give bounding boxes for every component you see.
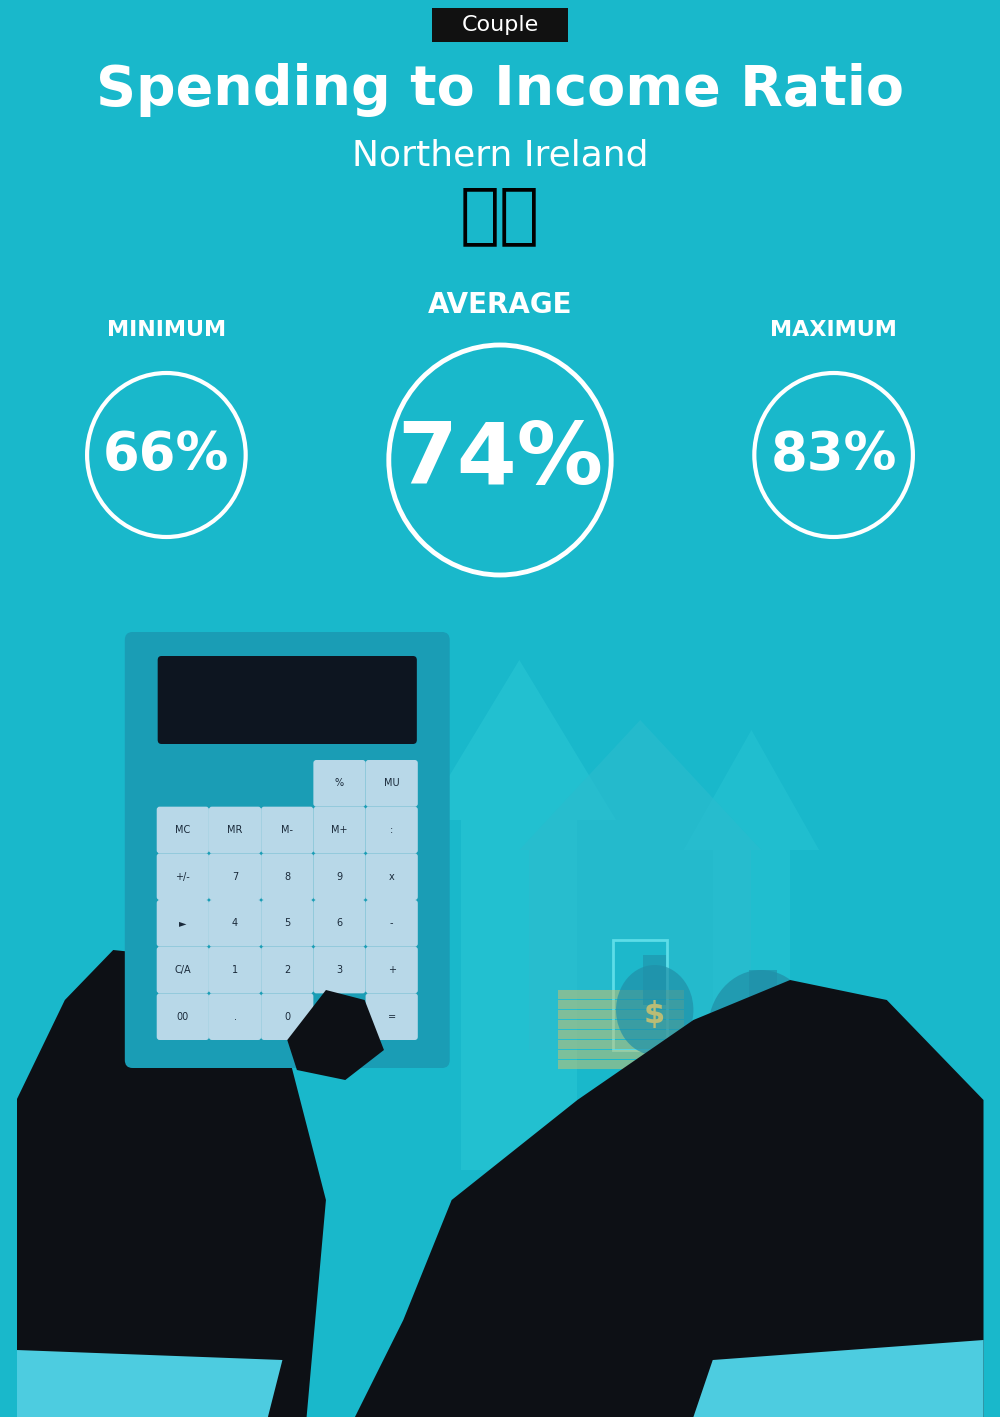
Bar: [558, 1060, 684, 1068]
Bar: [529, 850, 751, 1050]
FancyBboxPatch shape: [157, 993, 209, 1040]
Text: MU: MU: [384, 778, 400, 788]
Text: =: =: [388, 1012, 396, 1022]
Bar: [461, 820, 577, 1170]
Bar: [713, 850, 790, 1119]
FancyBboxPatch shape: [366, 947, 418, 993]
FancyBboxPatch shape: [313, 947, 366, 993]
Bar: [749, 971, 777, 1027]
Text: +: +: [388, 965, 396, 975]
Text: 3: 3: [336, 965, 343, 975]
Bar: [558, 1030, 684, 1039]
Text: +/-: +/-: [175, 871, 190, 881]
Bar: [558, 1010, 684, 1019]
Text: 1: 1: [232, 965, 238, 975]
Polygon shape: [355, 981, 984, 1417]
FancyBboxPatch shape: [366, 900, 418, 947]
Text: 0: 0: [284, 1012, 290, 1022]
Text: AVERAGE: AVERAGE: [428, 290, 572, 319]
Text: Couple: Couple: [461, 16, 539, 35]
Text: 00: 00: [177, 1012, 189, 1022]
Ellipse shape: [708, 971, 814, 1090]
FancyBboxPatch shape: [313, 900, 366, 947]
FancyBboxPatch shape: [432, 9, 568, 43]
Polygon shape: [16, 949, 326, 1417]
Text: 4: 4: [232, 918, 238, 928]
FancyBboxPatch shape: [125, 632, 450, 1068]
Bar: [558, 1000, 684, 1009]
Text: 5: 5: [284, 918, 290, 928]
FancyBboxPatch shape: [313, 760, 366, 806]
FancyBboxPatch shape: [261, 853, 313, 900]
Text: Northern Ireland: Northern Ireland: [352, 137, 648, 171]
Polygon shape: [287, 990, 384, 1080]
Text: MAXIMUM: MAXIMUM: [770, 320, 897, 340]
FancyBboxPatch shape: [209, 993, 261, 1040]
Text: MR: MR: [227, 825, 243, 835]
Text: 83%: 83%: [770, 429, 897, 480]
FancyBboxPatch shape: [366, 760, 418, 806]
Bar: [558, 1050, 684, 1058]
Text: .: .: [234, 1012, 237, 1022]
FancyBboxPatch shape: [313, 806, 366, 853]
Text: 8: 8: [284, 871, 290, 881]
Polygon shape: [684, 730, 819, 850]
FancyBboxPatch shape: [157, 806, 209, 853]
FancyBboxPatch shape: [157, 853, 209, 900]
Text: %: %: [335, 778, 344, 788]
Text: 7: 7: [232, 871, 238, 881]
Polygon shape: [16, 1350, 282, 1417]
Text: $: $: [747, 1015, 776, 1056]
FancyBboxPatch shape: [157, 900, 209, 947]
Text: 6: 6: [336, 918, 343, 928]
Text: MC: MC: [175, 825, 190, 835]
Text: M-: M-: [281, 825, 293, 835]
Bar: [643, 955, 666, 1005]
FancyBboxPatch shape: [313, 853, 366, 900]
Text: 🇬🇧: 🇬🇧: [460, 181, 540, 248]
Polygon shape: [693, 1340, 984, 1417]
Ellipse shape: [616, 965, 693, 1056]
Text: :: :: [390, 825, 393, 835]
FancyBboxPatch shape: [366, 806, 418, 853]
FancyBboxPatch shape: [261, 947, 313, 993]
Text: Spending to Income Ratio: Spending to Income Ratio: [96, 62, 904, 118]
FancyBboxPatch shape: [158, 656, 417, 744]
Bar: [613, 939, 667, 1050]
FancyBboxPatch shape: [209, 900, 261, 947]
Text: -: -: [390, 918, 393, 928]
FancyBboxPatch shape: [366, 993, 418, 1040]
FancyBboxPatch shape: [261, 993, 313, 1040]
Text: $: $: [644, 1000, 665, 1030]
Text: ►: ►: [179, 918, 187, 928]
Bar: [558, 1040, 684, 1049]
FancyBboxPatch shape: [366, 853, 418, 900]
Text: 2: 2: [284, 965, 290, 975]
Text: 74%: 74%: [397, 418, 603, 502]
Text: M+: M+: [331, 825, 348, 835]
Bar: [613, 939, 667, 1050]
Text: C/A: C/A: [175, 965, 191, 975]
FancyBboxPatch shape: [209, 947, 261, 993]
Polygon shape: [423, 660, 616, 820]
Bar: [558, 1020, 684, 1029]
Text: 66%: 66%: [103, 429, 230, 480]
Text: 9: 9: [336, 871, 343, 881]
FancyBboxPatch shape: [209, 853, 261, 900]
Text: x: x: [389, 871, 395, 881]
FancyBboxPatch shape: [261, 900, 313, 947]
FancyBboxPatch shape: [261, 806, 313, 853]
Text: MINIMUM: MINIMUM: [107, 320, 226, 340]
FancyBboxPatch shape: [157, 947, 209, 993]
Polygon shape: [519, 720, 761, 850]
Bar: [558, 990, 684, 999]
FancyBboxPatch shape: [209, 806, 261, 853]
